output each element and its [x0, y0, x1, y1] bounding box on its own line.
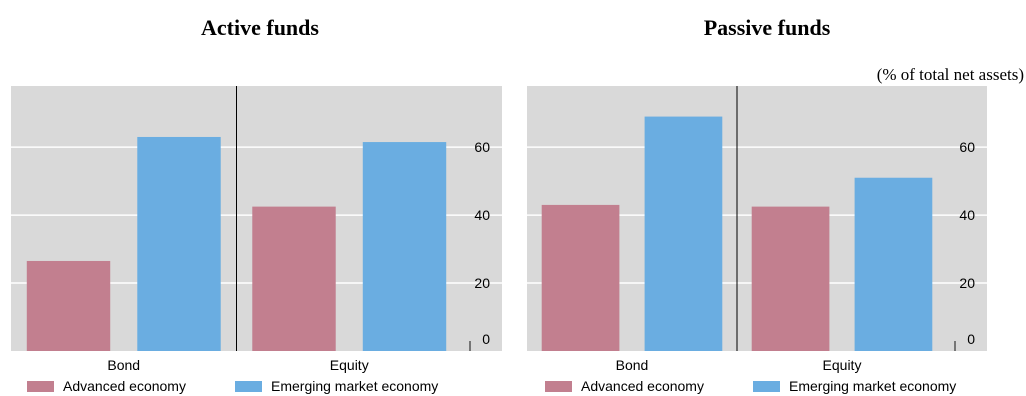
- legend-swatch: [753, 381, 780, 392]
- bar: [854, 177, 933, 351]
- bar: [541, 204, 620, 351]
- y-tick-label: 0: [482, 331, 490, 347]
- y-tick-label: 60: [959, 139, 975, 155]
- legend: Advanced economy Emerging market economy: [27, 378, 438, 394]
- bar: [362, 142, 447, 351]
- legend-label: Advanced economy: [63, 378, 186, 394]
- bar: [26, 260, 111, 351]
- panel-title: Active funds: [201, 15, 319, 40]
- legend-label: Emerging market economy: [789, 378, 956, 394]
- legend-swatch: [235, 381, 262, 392]
- y-tick-label: 40: [474, 207, 490, 223]
- legend-swatch: [27, 381, 54, 392]
- y-tick-label: 0: [967, 331, 975, 347]
- y-tick-label: 20: [959, 275, 975, 291]
- bar: [252, 206, 336, 351]
- category-label: Equity: [330, 357, 369, 373]
- units-note: (% of total net assets): [877, 65, 1024, 84]
- y-tick-label: 40: [959, 207, 975, 223]
- chart-panel-1: Active funds 0 20 40 60 Bond Equity Advanced ec…: [11, 15, 502, 394]
- y-tick-label: 20: [474, 275, 490, 291]
- bar: [137, 136, 221, 351]
- chart-panel-2: Passive funds 0 20 40 60 Bond Equity Advanced e…: [527, 15, 987, 394]
- legend-swatch: [545, 381, 572, 392]
- category-label: Bond: [616, 357, 649, 373]
- y-tick-label: 60: [474, 139, 490, 155]
- category-label: Equity: [823, 357, 862, 373]
- bar: [751, 206, 830, 351]
- bar: [644, 116, 723, 351]
- category-label: Bond: [107, 357, 140, 373]
- legend-label: Advanced economy: [581, 378, 704, 394]
- panel-title: Passive funds: [704, 15, 831, 40]
- legend: Advanced economy Emerging market economy: [545, 378, 956, 394]
- legend-label: Emerging market economy: [271, 378, 438, 394]
